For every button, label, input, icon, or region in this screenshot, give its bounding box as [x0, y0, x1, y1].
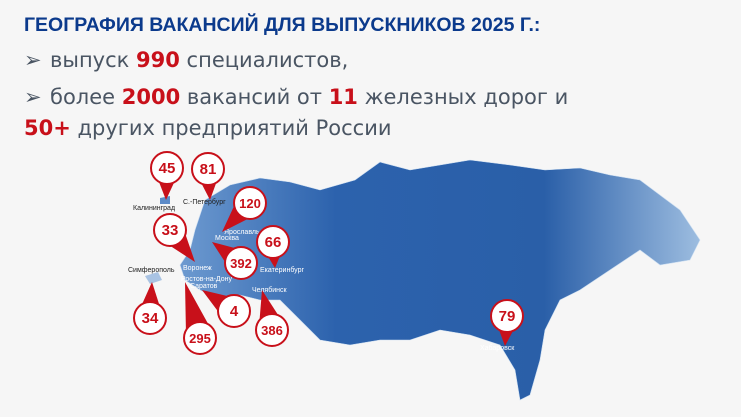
pin-circle	[490, 299, 524, 333]
bullet-continuation: 50+ других предприятий России	[24, 116, 392, 140]
vacancy-pin: 295	[183, 282, 217, 355]
pin-circle	[191, 152, 225, 186]
pin-value: 392	[230, 256, 252, 271]
pin-circle	[150, 151, 184, 185]
vacancy-pin: 33	[153, 213, 195, 262]
city-label: Ярославль	[224, 229, 260, 236]
vacancy-pin: 81	[191, 152, 225, 200]
vacancy-pin: 4	[202, 290, 251, 328]
bullet-vacancies: ➢ более 2000 вакансий от 11 железных доро…	[24, 85, 569, 109]
arrowhead-bullet-icon: ➢	[24, 48, 42, 72]
vacancy-pin: 45	[150, 151, 184, 200]
vacancy-pin: 392	[212, 242, 258, 280]
city-label: Симферополь	[128, 267, 175, 274]
pin-value: 295	[189, 331, 211, 346]
pin-circle	[217, 294, 251, 328]
pin-value: 120	[239, 196, 261, 211]
bullet-graduates: ➢ выпуск 990 специалистов,	[24, 48, 349, 72]
city-label: Воронеж	[183, 265, 212, 272]
pin-circle	[153, 213, 187, 247]
pin-value: 386	[261, 323, 283, 338]
city-label: Москва	[215, 235, 239, 242]
pin-value: 66	[265, 234, 282, 251]
pin-value: 4	[230, 303, 239, 320]
pin-value: 81	[200, 161, 217, 178]
city-label: Ростов-на-Дону	[181, 276, 232, 283]
pin-circle	[133, 301, 167, 335]
vacancy-pin: 34	[133, 282, 167, 335]
city-label: Хабаровск	[480, 344, 515, 352]
pin-value: 79	[499, 308, 516, 325]
slide-title: ГЕОГРАФИЯ ВАКАНСИЙ ДЛЯ ВЫПУСКНИКОВ 2025 …	[24, 14, 541, 36]
vacancy-pin: 66	[256, 225, 290, 268]
pin-circle	[255, 313, 289, 347]
pin-circle	[233, 186, 267, 220]
pin-circle	[224, 246, 258, 280]
kaliningrad	[160, 196, 170, 204]
map-territory	[179, 159, 701, 401]
graduates-count: 990	[136, 48, 180, 72]
city-label: Екатеринбург	[260, 266, 304, 274]
vacancy-pin: 120	[222, 186, 267, 232]
pin-value: 34	[142, 310, 159, 327]
city-label: Челябинск	[252, 286, 287, 294]
vacancy-pin: 79	[490, 299, 524, 346]
pin-value: 33	[162, 222, 179, 239]
city-label: Калининград	[133, 205, 175, 212]
pin-circle	[256, 225, 290, 259]
pin-value: 45	[159, 160, 176, 177]
city-label: С.-Петербург	[183, 198, 226, 206]
city-label: Саратов	[190, 283, 218, 290]
arrowhead-bullet-icon: ➢	[24, 85, 42, 109]
pin-circle	[183, 321, 217, 355]
vacancy-pin: 386	[255, 290, 289, 347]
crimea	[145, 272, 162, 284]
